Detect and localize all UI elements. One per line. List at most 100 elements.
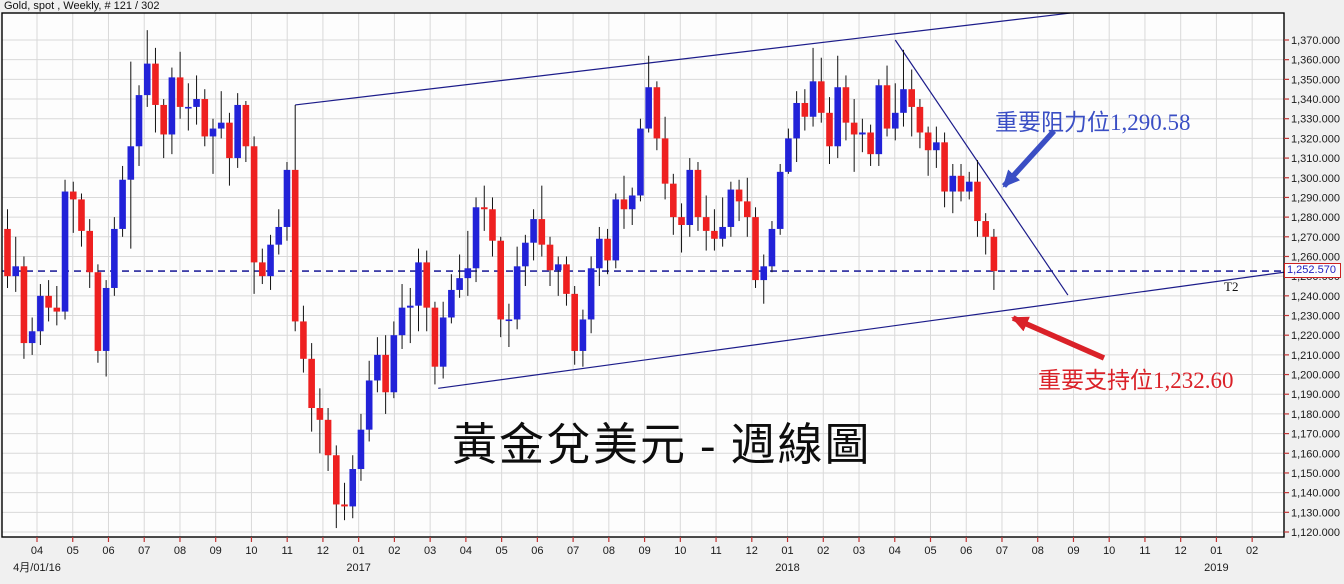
- month-label: 01: [353, 545, 365, 557]
- candle-week: [571, 286, 578, 365]
- candle-week: [908, 69, 915, 137]
- candle-week: [45, 280, 52, 322]
- support-annotation: 重要支持位1,232.60: [1038, 368, 1234, 393]
- candle-week: [513, 246, 521, 330]
- month-label: 09: [210, 545, 222, 557]
- candle-week: [234, 93, 241, 168]
- month-label: 02: [388, 545, 400, 557]
- month-label: 06: [531, 545, 543, 557]
- candle-week: [406, 287, 414, 344]
- month-label: 05: [67, 545, 79, 557]
- candle-week: [957, 163, 965, 202]
- month-label: 08: [174, 545, 186, 557]
- candle-week: [826, 97, 833, 164]
- y-axis-label: 1,200.000: [1291, 370, 1340, 382]
- month-label: 08: [1032, 545, 1044, 557]
- y-axis-label: 1,260.000: [1291, 251, 1340, 263]
- candle-week: [217, 91, 225, 139]
- y-axis-label: 1,330.000: [1291, 114, 1340, 126]
- candle-week: [226, 112, 233, 186]
- candles: [4, 30, 998, 529]
- candle-week: [530, 209, 537, 261]
- candle-week: [834, 55, 842, 159]
- month-label: 03: [424, 545, 436, 557]
- annotation-arrows: [1001, 129, 1106, 361]
- y-axis-label: 1,160.000: [1291, 448, 1340, 460]
- candle-week: [119, 165, 126, 237]
- candle-week: [37, 284, 44, 346]
- candle-week: [891, 83, 899, 141]
- x-axis-sub-label: 4月/01/16: [13, 562, 61, 574]
- candle-week: [612, 193, 620, 269]
- candle-week: [176, 51, 184, 119]
- month-label: 07: [138, 545, 150, 557]
- x-axis-sub-label: 2019: [1204, 562, 1228, 574]
- candle-week: [793, 91, 800, 163]
- candle-week: [201, 89, 209, 147]
- candle-week: [579, 309, 587, 367]
- candle-week: [168, 67, 176, 155]
- candle-week: [916, 99, 924, 149]
- y-axis-label: 1,150.000: [1291, 468, 1340, 480]
- candle-week: [4, 209, 11, 288]
- y-axis-label: 1,370.000: [1291, 35, 1340, 47]
- month-label: 12: [317, 545, 329, 557]
- month-label: 09: [1067, 545, 1079, 557]
- month-label: 07: [567, 545, 579, 557]
- month-label: 04: [31, 545, 43, 557]
- month-label: 11: [710, 545, 721, 557]
- candle-week: [711, 209, 718, 251]
- month-label: 12: [746, 545, 758, 557]
- candle-week: [53, 286, 61, 326]
- candle-week: [12, 236, 20, 292]
- month-label: 11: [1139, 545, 1150, 557]
- candle-week: [933, 126, 940, 168]
- candle-week: [719, 197, 726, 247]
- candle-week: [694, 162, 702, 231]
- month-label: 06: [960, 545, 972, 557]
- y-axis-label: 1,140.000: [1291, 488, 1340, 500]
- candle-week: [776, 163, 784, 235]
- candle-week: [193, 75, 200, 125]
- candle-week: [456, 254, 463, 298]
- y-axis-label: 1,320.000: [1291, 133, 1340, 145]
- candle-week: [431, 301, 439, 385]
- watermark-title: 黃金兌美元 - 週線圖: [452, 420, 872, 470]
- candle-week: [160, 99, 167, 159]
- candle-week: [448, 274, 455, 324]
- candle-week: [390, 321, 398, 399]
- x-axis: 04 05 06 07 08 09 10 11 12 01 02 03 04 05 06 07 08 09 10 11…: [13, 537, 1258, 574]
- candle-week: [300, 305, 307, 373]
- candle-week: [817, 57, 825, 123]
- candle-week: [489, 197, 496, 257]
- candle-week: [875, 79, 883, 166]
- candle-week: [522, 234, 529, 286]
- candle-week: [982, 213, 989, 255]
- candle-week: [965, 171, 973, 200]
- candle-week: [949, 163, 957, 214]
- upper-channel-line: [295, 12, 1071, 106]
- candle-week: [744, 177, 751, 237]
- month-label: 09: [638, 545, 650, 557]
- candle-week: [883, 65, 891, 137]
- candle-week: [94, 264, 102, 363]
- candle-week: [349, 455, 357, 519]
- month-label: 07: [996, 545, 1008, 557]
- month-label: 12: [1175, 545, 1187, 557]
- candle-week: [974, 160, 981, 237]
- month-label: 08: [603, 545, 615, 557]
- y-axis: 1,370.000 1,360.000 1,350.000 1,340.000 1,33…: [1284, 35, 1340, 539]
- last-price-tag: 1,252.570: [1284, 263, 1341, 278]
- candle-week: [538, 185, 546, 257]
- candle-week: [842, 75, 850, 141]
- candle-week: [398, 284, 406, 349]
- candle-week: [333, 445, 340, 529]
- window-title: Gold, spot , Weekly, # 121 / 302: [4, 0, 160, 12]
- candle-week: [678, 203, 685, 253]
- resistance-arrow: [1001, 129, 1057, 188]
- candle-week: [620, 175, 628, 229]
- candle-week: [291, 104, 299, 332]
- month-label: 10: [674, 545, 686, 557]
- candle-week: [464, 230, 472, 296]
- candle-week: [727, 181, 735, 237]
